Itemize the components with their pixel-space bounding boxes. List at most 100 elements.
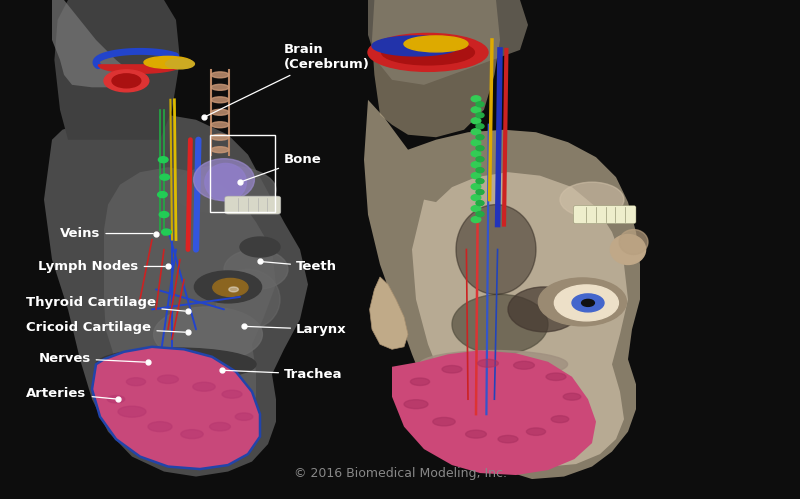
Polygon shape [92,347,260,469]
Ellipse shape [610,235,646,264]
Ellipse shape [235,413,253,420]
Polygon shape [370,277,408,349]
Ellipse shape [229,287,238,292]
Ellipse shape [563,393,581,400]
FancyBboxPatch shape [574,206,636,224]
Ellipse shape [193,382,215,391]
Circle shape [471,140,481,146]
Bar [210,135,275,212]
Ellipse shape [194,271,262,303]
Circle shape [158,192,167,198]
Ellipse shape [498,435,518,443]
Ellipse shape [619,230,648,254]
Circle shape [476,124,484,129]
Polygon shape [372,0,500,137]
Circle shape [471,184,481,190]
Polygon shape [392,350,596,475]
Ellipse shape [420,350,568,378]
Ellipse shape [452,294,548,354]
Ellipse shape [456,205,536,294]
Circle shape [471,118,481,124]
Ellipse shape [546,373,566,381]
Circle shape [476,102,484,107]
Ellipse shape [107,395,125,403]
Ellipse shape [213,278,248,296]
Ellipse shape [442,365,462,373]
Ellipse shape [126,378,146,386]
Ellipse shape [478,359,498,367]
FancyBboxPatch shape [225,196,281,214]
Ellipse shape [572,294,604,312]
Circle shape [476,168,484,173]
Polygon shape [52,0,132,87]
Ellipse shape [560,182,624,217]
Ellipse shape [433,417,455,426]
Ellipse shape [210,422,230,431]
Ellipse shape [211,97,229,103]
Ellipse shape [514,361,534,369]
Circle shape [476,146,484,151]
Text: Trachea: Trachea [225,368,342,381]
Circle shape [162,229,171,235]
Polygon shape [54,0,180,140]
Circle shape [471,162,481,168]
Circle shape [159,212,169,218]
Ellipse shape [538,278,626,326]
Circle shape [158,157,168,163]
Polygon shape [44,112,308,477]
Ellipse shape [144,56,192,68]
Ellipse shape [194,159,254,201]
Text: Thyroid Cartilage: Thyroid Cartilage [26,296,186,311]
Circle shape [471,173,481,179]
Polygon shape [104,167,276,434]
Circle shape [476,113,484,118]
Circle shape [471,151,481,157]
Text: Veins: Veins [60,227,154,240]
Ellipse shape [372,36,460,56]
Text: Nerves: Nerves [38,352,146,365]
Ellipse shape [211,109,229,115]
Ellipse shape [224,250,288,289]
Ellipse shape [104,70,149,92]
Ellipse shape [582,299,594,306]
Polygon shape [412,172,628,467]
Ellipse shape [404,400,428,409]
Ellipse shape [118,406,146,417]
Ellipse shape [551,416,569,423]
Circle shape [471,206,481,212]
Text: Teeth: Teeth [262,260,337,273]
Ellipse shape [205,164,246,201]
Ellipse shape [181,430,203,439]
Ellipse shape [404,36,468,52]
Ellipse shape [382,40,474,65]
Ellipse shape [154,307,262,362]
Circle shape [471,217,481,223]
Ellipse shape [368,33,488,71]
Ellipse shape [96,348,256,380]
Circle shape [476,212,484,217]
Text: Larynx: Larynx [246,323,346,336]
Ellipse shape [211,122,229,128]
Ellipse shape [240,237,280,257]
Circle shape [476,190,484,195]
Text: Brain
(Cerebrum): Brain (Cerebrum) [206,43,370,116]
Text: Bone: Bone [242,153,322,181]
Polygon shape [98,65,182,73]
Ellipse shape [172,166,276,214]
Ellipse shape [112,74,141,88]
Ellipse shape [554,285,618,321]
Ellipse shape [211,134,229,140]
Text: Cricoid Cartilage: Cricoid Cartilage [26,321,186,334]
Circle shape [471,96,481,102]
Circle shape [476,157,484,162]
Ellipse shape [211,72,229,78]
Circle shape [160,174,170,180]
Circle shape [476,179,484,184]
Ellipse shape [526,428,546,435]
Ellipse shape [222,390,242,398]
Ellipse shape [211,84,229,90]
Ellipse shape [166,59,194,69]
Ellipse shape [148,422,172,432]
Ellipse shape [466,430,486,438]
Ellipse shape [211,147,229,153]
